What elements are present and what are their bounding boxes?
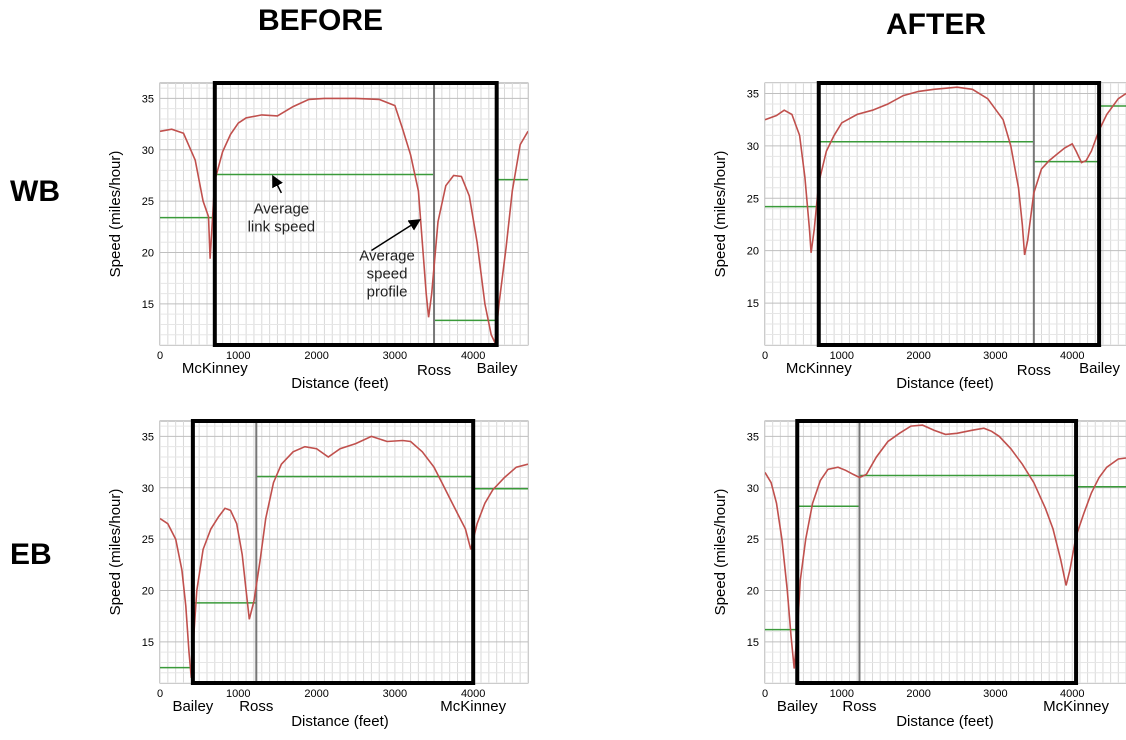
study-area-box (816, 81, 1102, 347)
x-tick-label: 2000 (906, 350, 930, 362)
landmark-label: McKinney (440, 698, 506, 715)
x-tick-label: 1000 (226, 350, 250, 362)
study-area-box (190, 419, 476, 685)
annotation-arrow (371, 219, 421, 252)
annotation-text: link speed (248, 218, 316, 235)
y-tick-label: 25 (747, 534, 759, 546)
x-tick-label: 0 (762, 350, 768, 362)
wb-row-label: WB (10, 175, 60, 208)
x-tick-label: 0 (762, 688, 768, 700)
y-axis-title: Speed (miles/hour) (107, 489, 124, 616)
y-tick-label: 30 (142, 483, 154, 495)
x-tick-label: 2000 (304, 350, 328, 362)
x-tick-label: 4000 (461, 688, 485, 700)
annotation-text: Average (359, 248, 415, 265)
landmark-label: Bailey (777, 698, 818, 715)
eb-row-label: EB (10, 538, 52, 571)
eb-after-plot-area (764, 420, 1126, 684)
before-header: BEFORE (258, 4, 384, 37)
y-axis-title: Speed (miles/hour) (712, 489, 729, 616)
x-axis-title: Distance (feet) (291, 713, 389, 730)
landmark-label: Ross (417, 362, 451, 379)
landmark-label: McKinney (182, 360, 248, 377)
y-tick-label: 35 (142, 431, 154, 443)
annotation-arrow (272, 174, 283, 194)
landmark-label: McKinney (1043, 698, 1109, 715)
x-tick-label: 1000 (830, 350, 854, 362)
x-tick-label: 0 (157, 688, 163, 700)
landmark-label: Bailey (1079, 360, 1120, 377)
x-axis-title: Distance (feet) (896, 375, 994, 392)
x-tick-label: 1000 (830, 688, 854, 700)
study-area-box (795, 419, 1079, 685)
y-tick-label: 25 (747, 193, 759, 205)
x-tick-label: 2000 (906, 688, 930, 700)
x-tick-label: 3000 (983, 688, 1007, 700)
x-axis-title: Distance (feet) (291, 375, 389, 392)
y-tick-label: 35 (142, 93, 154, 105)
y-tick-label: 30 (142, 145, 154, 157)
y-axis-title: Speed (miles/hour) (107, 151, 124, 278)
y-tick-label: 15 (747, 298, 759, 310)
eb-before-grid (160, 421, 528, 683)
wb-before-plot-area (159, 82, 529, 346)
x-tick-label: 3000 (383, 688, 407, 700)
x-tick-label: 4000 (461, 350, 485, 362)
y-tick-label: 20 (747, 246, 759, 258)
y-tick-label: 30 (747, 141, 759, 153)
speed-profile-line (160, 97, 528, 345)
y-tick-label: 35 (747, 431, 759, 443)
speed-profile-line (160, 435, 528, 678)
annotation-text: Average (254, 200, 310, 217)
y-tick-label: 20 (142, 586, 154, 598)
eb-after-chart: 15 20 25 30 35 0 1000 2000 3000 4000 Speed (miles/… (712, 419, 1126, 730)
x-tick-label: 2000 (304, 688, 328, 700)
landmark-label: Ross (239, 698, 273, 715)
study-area-box (212, 81, 499, 347)
eb-before-plot-area (159, 420, 529, 684)
landmark-label: McKinney (786, 360, 852, 377)
y-axis-title: Speed (miles/hour) (712, 151, 729, 278)
annotation-text: speed (367, 266, 408, 283)
x-tick-label: 1000 (226, 688, 250, 700)
y-tick-label: 35 (747, 88, 759, 100)
y-tick-label: 15 (142, 299, 154, 311)
landmark-label: Ross (842, 698, 876, 715)
wb-after-grid (765, 83, 1126, 345)
y-tick-label: 15 (142, 637, 154, 649)
annotation-text: profile (367, 284, 408, 301)
landmark-label: Bailey (172, 698, 213, 715)
x-tick-label: 0 (157, 350, 163, 362)
wb-before-chart: 15 20 25 30 35 0 1000 2000 3000 4000 Speed (miles/… (107, 81, 529, 392)
y-tick-label: 25 (142, 196, 154, 208)
x-tick-label: 3000 (383, 350, 407, 362)
eb-before-chart: 15 20 25 30 35 0 1000 2000 3000 4000 Speed (miles/… (107, 419, 529, 730)
x-tick-label: 3000 (983, 350, 1007, 362)
y-tick-label: 15 (747, 637, 759, 649)
x-axis-title: Distance (feet) (896, 713, 994, 730)
x-tick-label: 4000 (1060, 688, 1084, 700)
y-tick-label: 20 (747, 586, 759, 598)
landmark-label: Ross (1017, 362, 1051, 379)
wb-after-chart: 15 20 25 30 35 0 1000 2000 3000 4000 Speed (miles/… (712, 81, 1126, 392)
y-tick-label: 30 (747, 483, 759, 495)
x-tick-label: 4000 (1060, 350, 1084, 362)
landmark-label: Bailey (477, 360, 518, 377)
y-tick-label: 20 (142, 248, 154, 260)
y-tick-label: 25 (142, 534, 154, 546)
speed-profile-line (765, 86, 1126, 256)
eb-after-grid (765, 421, 1126, 683)
after-header: AFTER (886, 8, 986, 41)
